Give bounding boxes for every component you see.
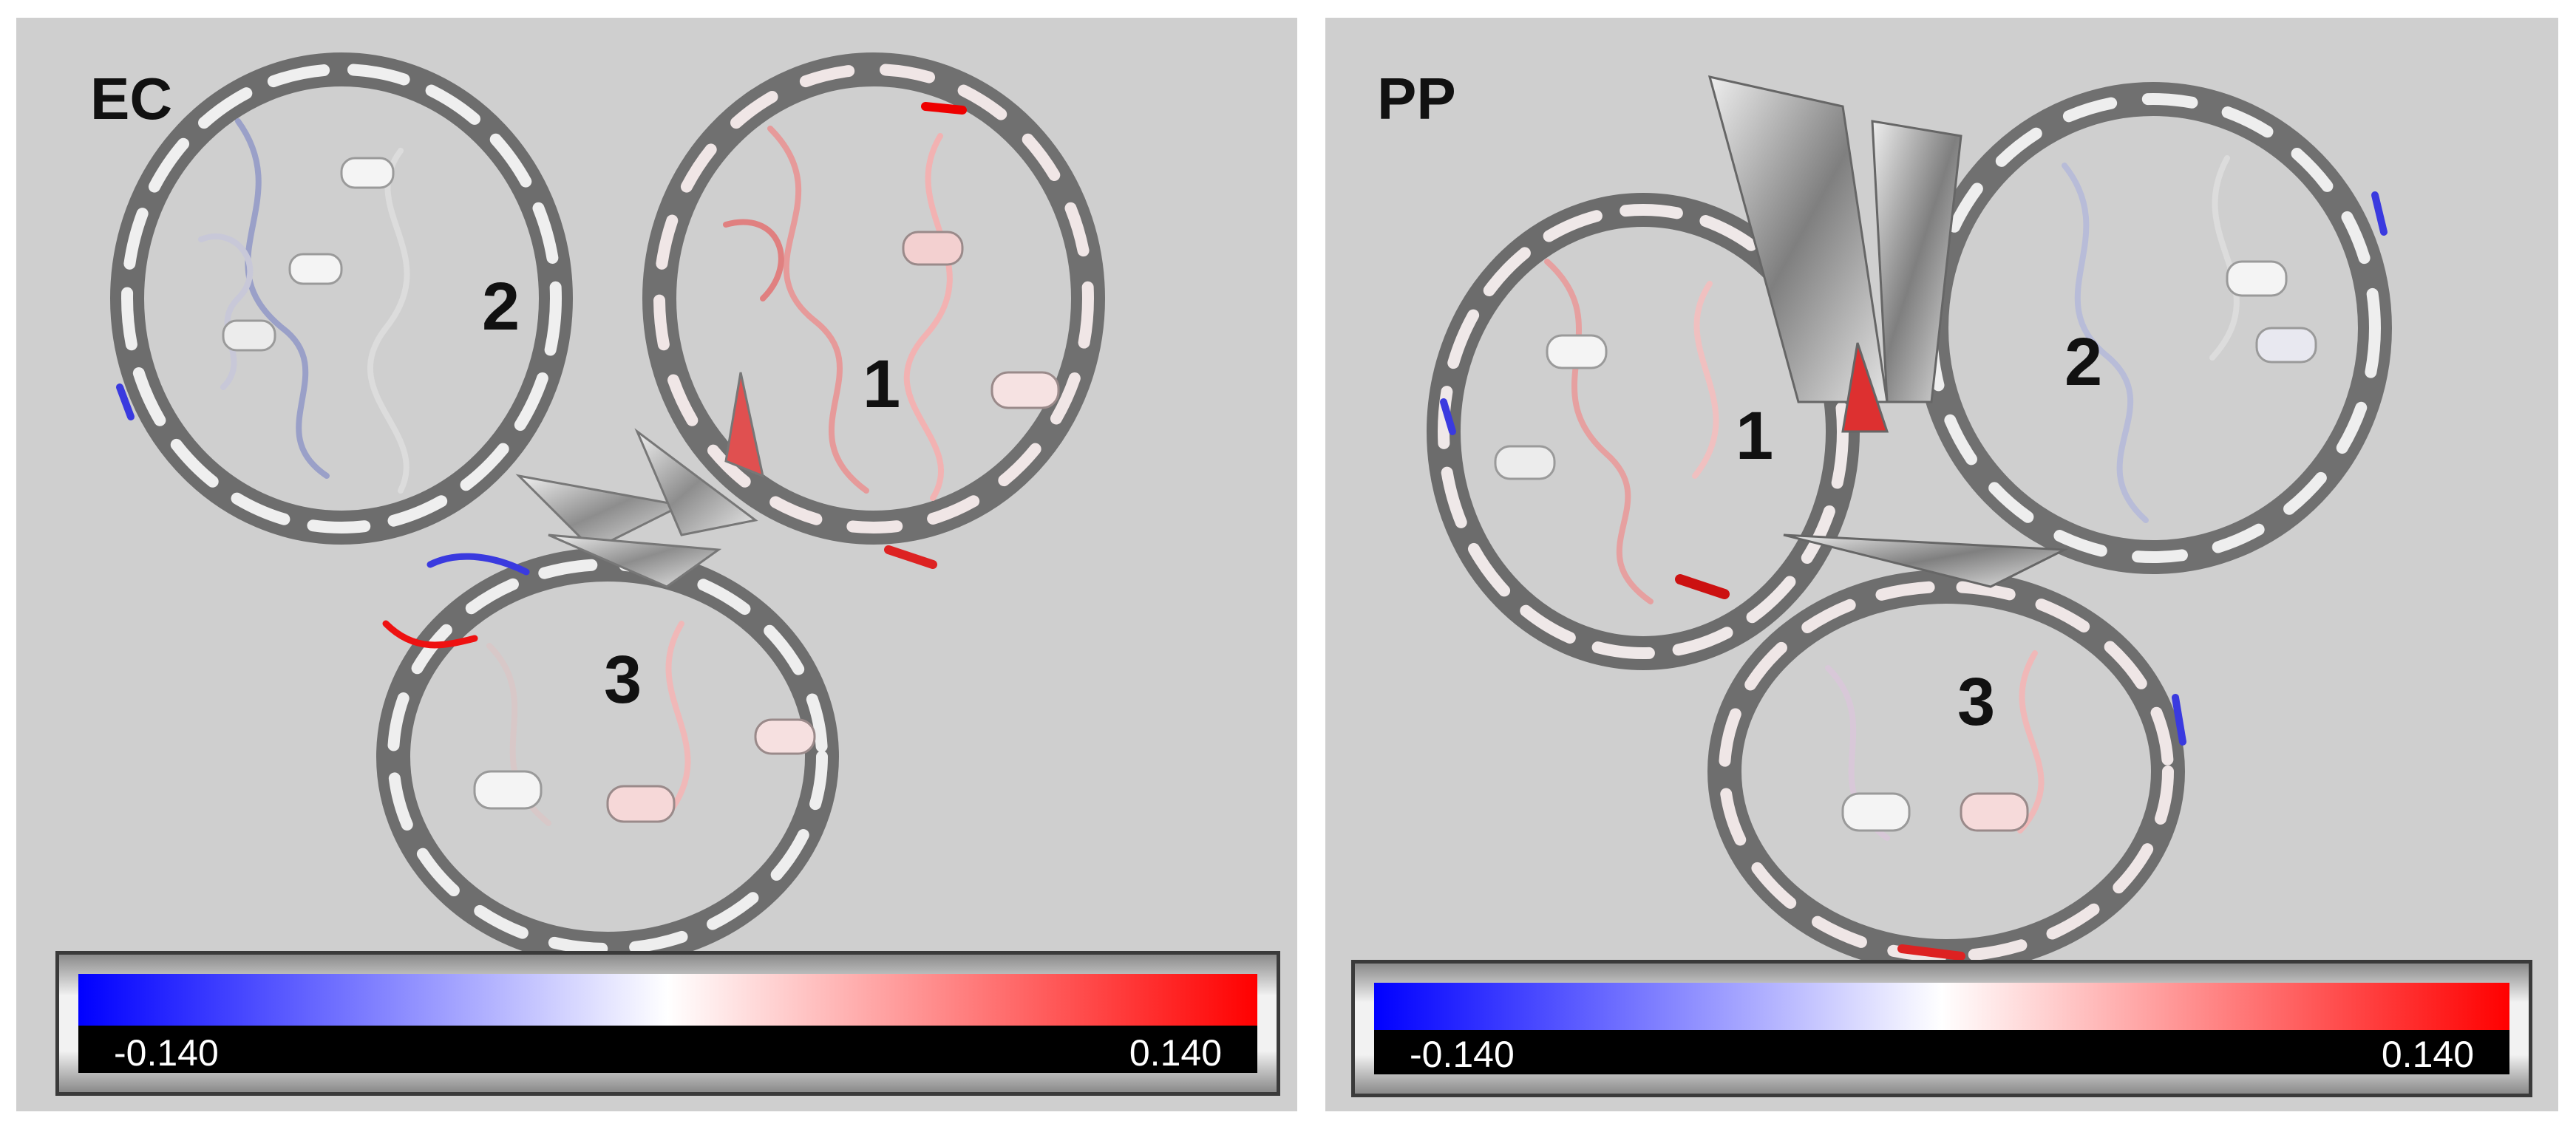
ec-colorbar-min-label: -0.140 [114,1032,219,1074]
ec-central-beta-sheets [515,372,765,588]
ec-colorbar-gradient [78,974,1257,1026]
pp-monomer-2-ring [1914,82,2392,574]
pp-colorbar-min-label: -0.140 [1410,1034,1515,1075]
ec-monomer-3-ring [376,548,839,966]
pp-colorbar-scale: -0.140 0.140 [1374,983,2509,1074]
pp-colorbar-max-label: 0.140 [2381,1034,2474,1075]
pp-colorbar-gradient [1374,983,2509,1031]
pp-central-beta-sheets [1707,75,2069,588]
pp-monomer-label-3: 3 [1957,664,1996,740]
ec-monomer-1-ring [642,52,1105,569]
ec-colorbar: -0.140 0.140 [55,951,1280,1096]
protein-structure-pp [1427,75,2392,973]
protein-structure-ec [110,52,1105,966]
ec-monomer-2-ring [110,52,573,545]
pp-monomer-3-ring [1707,570,2186,973]
ec-monomer-label-1: 1 [863,347,901,422]
ec-monomer-label-2: 2 [482,269,520,344]
ec-colorbar-scale: -0.140 0.140 [78,974,1257,1073]
ec-panel-label: EC [90,66,173,132]
pp-monomer-label-2: 2 [2064,324,2103,400]
pp-colorbar: -0.140 0.140 [1351,960,2532,1097]
pp-panel-label: PP [1377,66,1456,132]
ec-panel: EC 1 2 3 -0.140 0.140 [16,18,1297,1111]
ec-colorbar-max-label: 0.140 [1129,1032,1222,1074]
pp-panel: PP 1 2 3 -0.140 0.140 [1325,18,2558,1111]
ec-monomer-label-3: 3 [604,642,642,717]
pp-monomer-label-1: 1 [1736,398,1774,474]
